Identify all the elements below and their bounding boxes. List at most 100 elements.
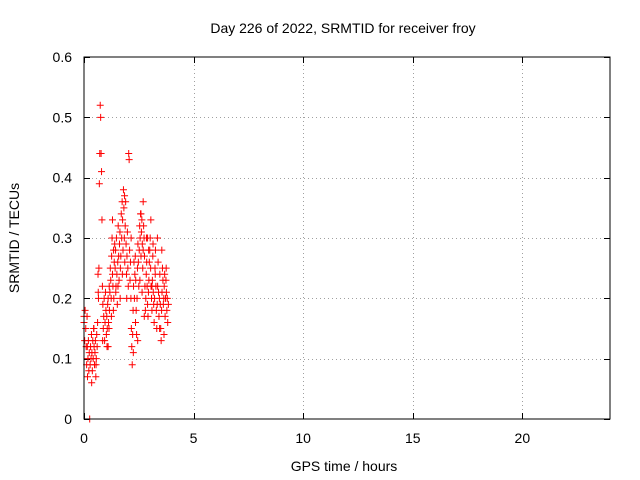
data-point bbox=[84, 373, 92, 381]
data-point bbox=[140, 312, 148, 320]
data-point bbox=[157, 337, 165, 345]
data-point bbox=[92, 361, 100, 369]
data-point bbox=[109, 306, 117, 314]
data-point bbox=[135, 282, 143, 290]
data-point bbox=[81, 306, 89, 314]
data-point bbox=[128, 361, 136, 369]
data-point bbox=[112, 288, 120, 296]
data-point bbox=[161, 270, 169, 278]
data-point bbox=[105, 318, 113, 326]
data-point bbox=[124, 264, 132, 272]
data-point bbox=[97, 150, 105, 158]
data-point bbox=[93, 343, 101, 351]
data-point bbox=[129, 349, 137, 357]
data-point bbox=[110, 294, 118, 302]
data-point bbox=[133, 331, 141, 339]
data-point bbox=[149, 240, 157, 248]
data-point bbox=[163, 294, 171, 302]
data-point bbox=[151, 246, 159, 254]
data-point bbox=[107, 312, 115, 320]
y-tick-label: 0.6 bbox=[53, 49, 73, 65]
data-point bbox=[113, 300, 121, 308]
data-point bbox=[119, 246, 127, 254]
data-point bbox=[93, 331, 101, 339]
y-tick-label: 0.5 bbox=[53, 109, 73, 125]
data-point bbox=[116, 228, 124, 236]
x-tick-label: 20 bbox=[515, 430, 531, 446]
data-point bbox=[162, 264, 170, 272]
data-point bbox=[148, 282, 156, 290]
data-point bbox=[117, 210, 125, 218]
data-point bbox=[88, 367, 96, 375]
y-tick-label: 0.4 bbox=[53, 170, 73, 186]
data-point bbox=[137, 228, 145, 236]
data-point bbox=[83, 312, 91, 320]
x-tick-label: 15 bbox=[405, 430, 421, 446]
data-point bbox=[140, 222, 148, 230]
data-point bbox=[164, 300, 172, 308]
data-point bbox=[144, 300, 152, 308]
data-point bbox=[162, 276, 170, 284]
data-point bbox=[110, 246, 118, 254]
data-point bbox=[83, 343, 91, 351]
data-point bbox=[160, 282, 168, 290]
y-axis-label: SRMTID / TECUs bbox=[6, 183, 22, 293]
data-point bbox=[133, 294, 141, 302]
data-point bbox=[123, 228, 131, 236]
x-tick-label: 10 bbox=[295, 430, 311, 446]
data-point bbox=[132, 306, 140, 314]
data-point bbox=[119, 216, 127, 224]
data-point bbox=[92, 355, 100, 363]
y-tick-label: 0.1 bbox=[53, 351, 73, 367]
data-point bbox=[137, 210, 145, 218]
data-point bbox=[145, 246, 153, 254]
y-tick-label: 0.2 bbox=[53, 290, 73, 306]
data-point bbox=[131, 270, 139, 278]
data-point bbox=[163, 306, 171, 314]
data-point bbox=[125, 156, 133, 164]
grid-lines bbox=[84, 57, 610, 419]
data-point bbox=[127, 325, 135, 332]
data-point bbox=[116, 240, 124, 248]
data-point bbox=[138, 216, 146, 224]
data-point bbox=[138, 288, 146, 296]
data-point bbox=[138, 240, 146, 248]
data-point bbox=[147, 216, 155, 224]
data-point bbox=[139, 264, 147, 272]
data-point bbox=[128, 343, 136, 351]
data-point bbox=[105, 282, 113, 290]
data-point bbox=[139, 198, 147, 206]
data-point bbox=[102, 331, 110, 339]
x-tick-label: 5 bbox=[190, 430, 198, 446]
chart-title: Day 226 of 2022, SRMTID for receiver fro… bbox=[210, 20, 475, 36]
data-point bbox=[117, 252, 125, 260]
data-point bbox=[96, 101, 104, 109]
data-point bbox=[154, 258, 162, 266]
data-point bbox=[121, 192, 129, 200]
data-point bbox=[114, 258, 122, 266]
data-point bbox=[114, 222, 122, 230]
data-point bbox=[119, 186, 127, 194]
data-point bbox=[91, 349, 99, 357]
data-point bbox=[134, 337, 142, 345]
data-point bbox=[164, 318, 172, 326]
data-point bbox=[114, 282, 122, 290]
data-point bbox=[136, 276, 144, 284]
data-point bbox=[105, 325, 113, 332]
data-point bbox=[127, 234, 135, 242]
data-point bbox=[116, 294, 124, 302]
data-point bbox=[104, 300, 112, 308]
data-point bbox=[98, 282, 106, 290]
data-point bbox=[148, 276, 156, 284]
data-point bbox=[149, 252, 157, 260]
data-point bbox=[120, 204, 128, 212]
data-point bbox=[90, 325, 98, 332]
data-point bbox=[98, 168, 106, 176]
data-point bbox=[151, 264, 159, 272]
data-point bbox=[142, 270, 150, 278]
tick-labels: 0 0.1 0.2 0.3 0.4 0.5 0.6 0 5 10 15 20 bbox=[53, 49, 531, 446]
data-point bbox=[95, 264, 103, 272]
data-point bbox=[91, 337, 99, 345]
data-point bbox=[99, 337, 107, 345]
